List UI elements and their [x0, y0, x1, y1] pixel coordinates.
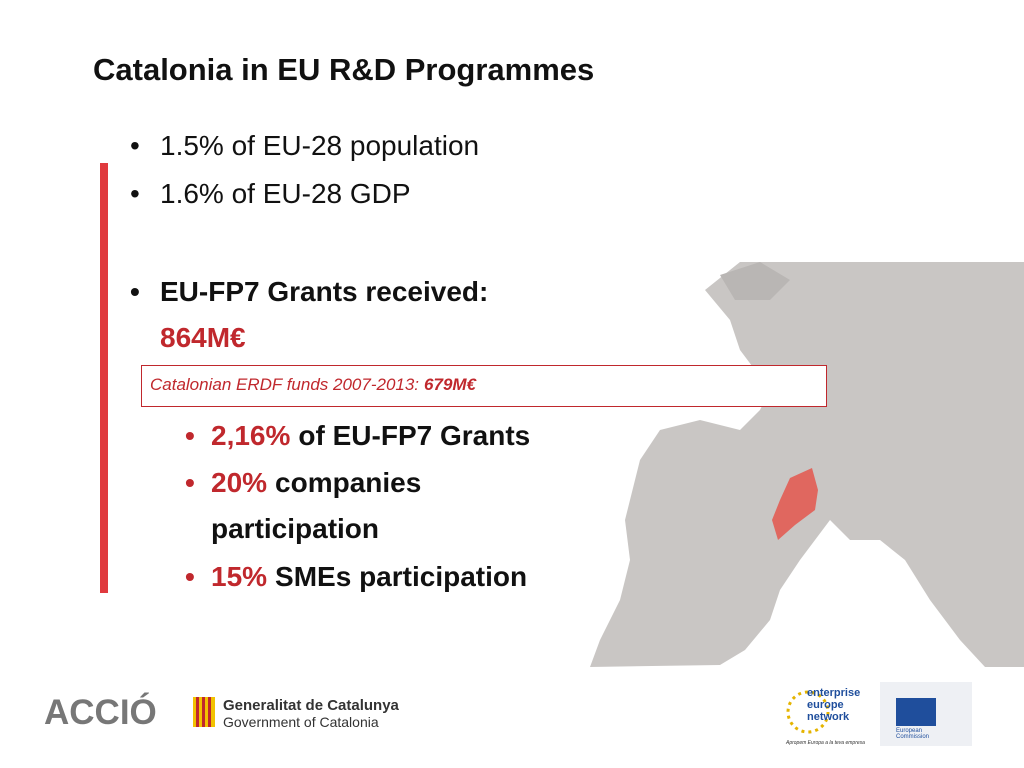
highlight: 15% [211, 561, 268, 592]
sub-bullet: 20%companies participation [185, 460, 511, 552]
map-land [590, 262, 1024, 667]
generalitat-logo [193, 697, 215, 727]
erdf-text: Catalonian ERDF funds 2007-2013: 679M€ [150, 375, 476, 395]
accio-logo: ACCIÓ [44, 693, 157, 732]
erdf-box [141, 365, 827, 407]
grants-amount: 864M€ [160, 322, 246, 353]
highlight: 20% [211, 467, 268, 498]
bullet: 1.6% of EU-28 GDP [130, 178, 411, 210]
eu-flag [896, 698, 936, 726]
title: Catalonia in EU R&D Programmes [93, 52, 595, 87]
ec-name: European Commission [896, 728, 930, 740]
accent-bar [100, 163, 108, 593]
een-word: network [807, 711, 850, 723]
een-tagline: Apropem Europa a la teva empresa [786, 740, 865, 746]
erdf-amount: 679M€ [424, 375, 477, 394]
generalitat-name: Generalitat de Catalunya [223, 697, 399, 714]
map-land [720, 262, 790, 300]
map-sea [845, 560, 910, 660]
een-logo: enterprise europe network [807, 687, 860, 723]
sub-text: companies participation [211, 467, 422, 544]
sub-text: SMEs participation [275, 561, 528, 592]
een-word: europe [807, 699, 844, 711]
map-island [925, 520, 945, 575]
bullet: EU-FP7 Grants received: [130, 276, 488, 308]
sub-bullet: 2,16%of EU-FP7 Grants [185, 413, 571, 459]
sub-text: of EU-FP7 Grants [298, 420, 531, 451]
bullet: 1.5% of EU-28 population [130, 130, 479, 162]
een-word: enterprise [807, 687, 861, 699]
catalonia [772, 468, 818, 540]
een-stars [786, 690, 830, 734]
government-name: Government of Catalonia [223, 714, 379, 730]
erdf-label: Catalonian ERDF funds 2007-2013: [150, 375, 420, 394]
highlight: 2,16% [211, 420, 291, 451]
sub-bullet: 15%SMEs participation [185, 554, 571, 600]
